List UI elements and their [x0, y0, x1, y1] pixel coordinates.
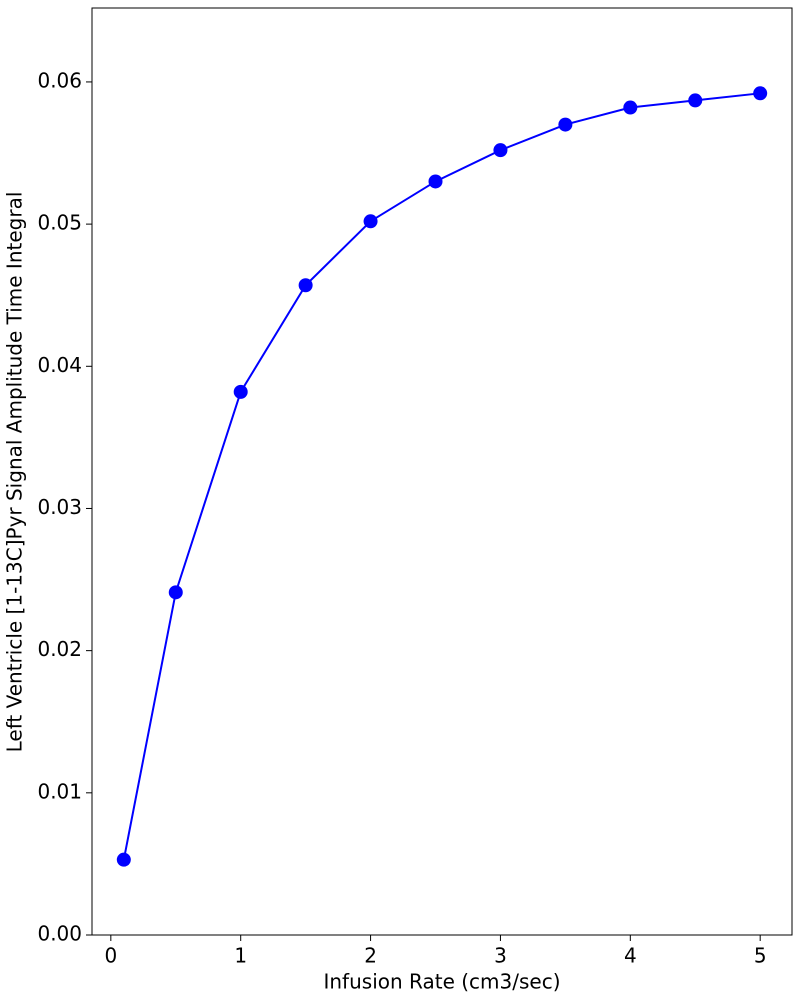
data-point	[623, 100, 638, 115]
x-tick-label: 0	[104, 944, 117, 968]
data-point	[363, 214, 378, 229]
y-tick-label: 0.05	[37, 211, 82, 235]
y-tick-label: 0.02	[37, 637, 82, 661]
data-point	[688, 93, 703, 108]
x-tick-label: 1	[234, 944, 247, 968]
x-tick-label: 5	[754, 944, 767, 968]
data-point	[298, 278, 313, 293]
data-point	[116, 852, 131, 867]
y-tick-label: 0.00	[37, 922, 82, 946]
x-tick-label: 2	[364, 944, 377, 968]
x-tick-label: 4	[624, 944, 637, 968]
data-point	[428, 174, 443, 189]
y-tick-label: 0.04	[37, 353, 82, 377]
y-tick-label: 0.03	[37, 495, 82, 519]
x-axis-label: Infusion Rate (cm3/sec)	[323, 970, 560, 994]
data-point	[753, 86, 768, 101]
x-tick-label: 3	[494, 944, 507, 968]
data-point	[233, 384, 248, 399]
y-tick-label: 0.06	[37, 68, 82, 92]
data-point	[558, 117, 573, 132]
data-point	[493, 143, 508, 158]
y-tick-label: 0.01	[37, 779, 82, 803]
data-line	[122, 92, 761, 860]
y-axis-label: Left Ventricle [1-13C]Pyr Signal Amplitu…	[3, 192, 27, 753]
plot-frame	[91, 7, 793, 936]
data-point	[168, 585, 183, 600]
